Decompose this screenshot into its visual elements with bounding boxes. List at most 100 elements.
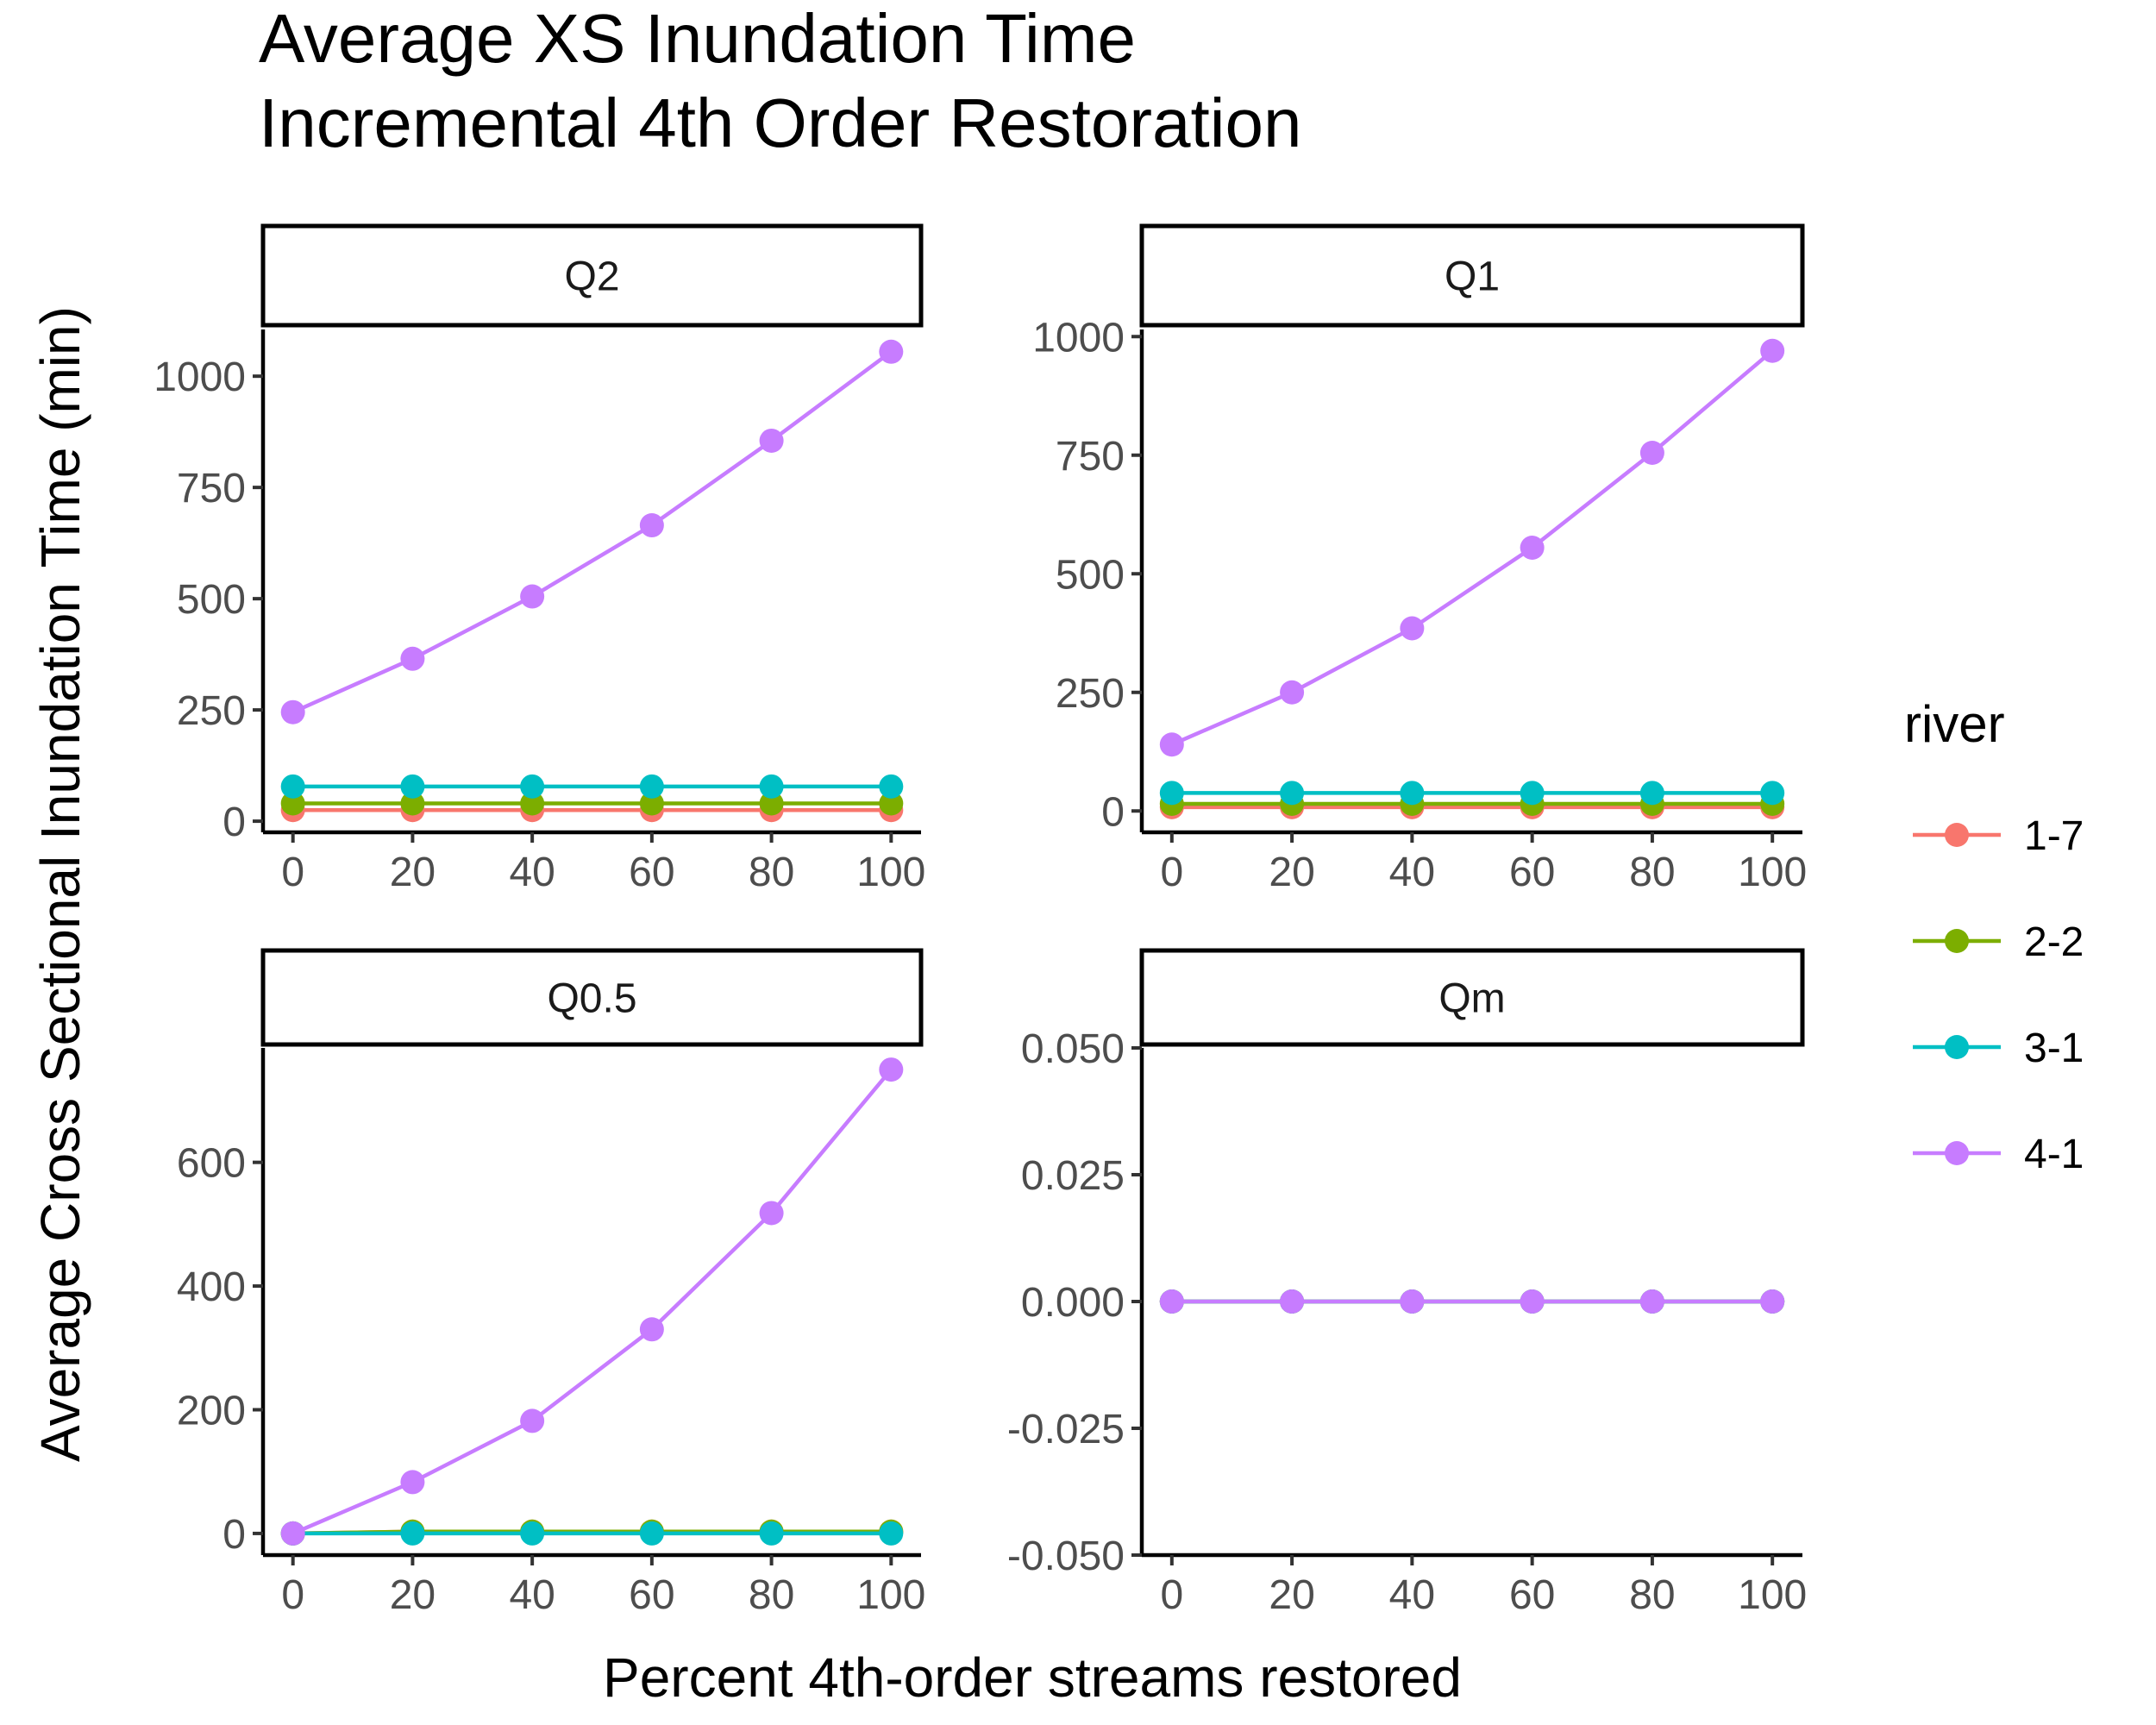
chart-title-line-2: Incremental 4th Order Restoration <box>259 85 1301 161</box>
x-tick-label: 40 <box>509 850 555 895</box>
y-tick-label: 400 <box>177 1264 246 1310</box>
data-point <box>280 1521 305 1546</box>
data-point <box>1760 781 1785 806</box>
panel-Qm: Qm -0.050 -0.025 0.000 0.025 0.050 0 20 40 60 80 10… <box>1007 948 1807 1618</box>
x-tick-label: 100 <box>856 1572 925 1618</box>
y-tick-label: 200 <box>177 1388 246 1433</box>
data-point <box>400 791 425 816</box>
facet-strip <box>260 948 924 1047</box>
x-tick-label: 100 <box>1738 850 1807 895</box>
data-point <box>400 646 425 671</box>
y-tick-label: 0 <box>222 800 246 845</box>
y-tick-label: 0.050 <box>1021 1026 1125 1072</box>
chart-titles: Average XS Inundation Time Incremental 4… <box>259 0 1301 161</box>
data-point <box>1400 781 1425 806</box>
x-tick-label: 80 <box>749 850 794 895</box>
data-point <box>1639 441 1664 465</box>
x-tick-label: 40 <box>1389 1572 1435 1618</box>
y-tick-label: -0.025 <box>1007 1407 1125 1452</box>
data-point <box>280 791 305 816</box>
data-point <box>1520 1289 1545 1314</box>
data-point <box>1760 1289 1785 1314</box>
series-line <box>1170 349 1774 747</box>
data-point <box>759 791 784 816</box>
data-point <box>1400 616 1425 641</box>
x-tick-label: 0 <box>281 850 304 895</box>
x-tick-label: 80 <box>1629 850 1675 895</box>
x-tick-label: 60 <box>629 850 674 895</box>
data-point <box>1520 536 1545 560</box>
x-tick-label: 40 <box>1389 850 1435 895</box>
x-tick-label: 80 <box>1629 1572 1675 1618</box>
data-point <box>639 513 664 538</box>
data-point <box>759 774 784 799</box>
x-tick-label: 0 <box>1160 1572 1183 1618</box>
series-1-7 <box>1159 794 1785 819</box>
legend-item-3-1: 3-1 <box>1913 1026 2084 1071</box>
facet-strip-label: Q2 <box>564 254 619 300</box>
y-tick-label: 750 <box>177 466 246 511</box>
data-point <box>1639 781 1664 806</box>
x-tick-label: 60 <box>629 1572 674 1618</box>
data-point <box>1159 781 1184 806</box>
data-point <box>1280 1289 1305 1314</box>
x-tick-label: 40 <box>509 1572 555 1618</box>
data-point <box>1639 1289 1664 1314</box>
x-tick-label: 20 <box>1269 850 1314 895</box>
series-3-1 <box>280 1521 904 1546</box>
series-line <box>291 349 893 714</box>
legend-key-point <box>1945 823 1969 847</box>
legend-label: 1-7 <box>2024 813 2084 859</box>
y-tick-label: 250 <box>177 688 246 734</box>
chart-title-line-1: Average XS Inundation Time <box>259 0 1136 77</box>
data-point <box>1400 1289 1425 1314</box>
series-3-1 <box>280 774 904 799</box>
data-point <box>639 774 664 799</box>
data-point <box>520 584 545 609</box>
y-tick-label: 0.025 <box>1021 1153 1125 1199</box>
data-point <box>639 791 664 816</box>
y-tick-label: 600 <box>177 1141 246 1187</box>
facet-strip <box>1139 948 1805 1047</box>
data-point <box>400 774 425 799</box>
data-point <box>280 699 305 724</box>
facet-strip-label: Qm <box>1438 976 1505 1022</box>
panel-Q2: Q2 0 250 500 750 1000 0 20 40 60 80 100 <box>154 223 925 895</box>
data-point <box>759 1521 784 1546</box>
legend-title: river <box>1904 695 2005 753</box>
y-tick-label: 750 <box>1056 434 1125 480</box>
x-tick-label: 60 <box>1509 1572 1555 1618</box>
x-tick-label: 0 <box>281 1572 304 1618</box>
panel-Q1: Q1 0 250 500 750 1000 0 20 40 60 80 100 <box>1032 223 1807 895</box>
x-tick-label: 100 <box>1738 1572 1807 1618</box>
data-point <box>879 339 904 364</box>
x-tick-label: 80 <box>749 1572 794 1618</box>
data-point <box>639 1317 664 1342</box>
series-2-2 <box>1159 792 1785 816</box>
data-point <box>879 1057 904 1082</box>
legend-label: 2-2 <box>2024 919 2084 965</box>
y-axis-title: Average Cross Sectional Inundation Time … <box>29 306 91 1462</box>
y-tick-label: 500 <box>177 577 246 623</box>
x-tick-label: 60 <box>1509 850 1555 895</box>
y-tick-label: 1000 <box>154 354 246 400</box>
legend-label: 3-1 <box>2024 1026 2084 1071</box>
y-tick-label: -0.050 <box>1007 1534 1125 1579</box>
series-4-1 <box>280 1057 904 1546</box>
legend-item-4-1: 4-1 <box>1913 1132 2084 1177</box>
axis-titles: Percent 4th-order streams restored Averag… <box>29 306 1462 1709</box>
legend-key-point <box>1945 929 1969 953</box>
x-tick-label: 0 <box>1160 850 1183 895</box>
data-point <box>400 1470 425 1495</box>
chart-legend: river 1-7 2-2 3-1 4-1 <box>1904 695 2084 1177</box>
data-point <box>759 1201 784 1226</box>
y-tick-label: 0 <box>1101 789 1125 835</box>
legend-key-point <box>1945 1035 1969 1059</box>
x-axis-title: Percent 4th-order streams restored <box>603 1647 1462 1709</box>
series-3-1 <box>1159 781 1785 806</box>
data-point <box>879 1521 904 1546</box>
x-tick-label: 20 <box>1269 1572 1314 1618</box>
y-tick-label: 0 <box>222 1512 246 1558</box>
